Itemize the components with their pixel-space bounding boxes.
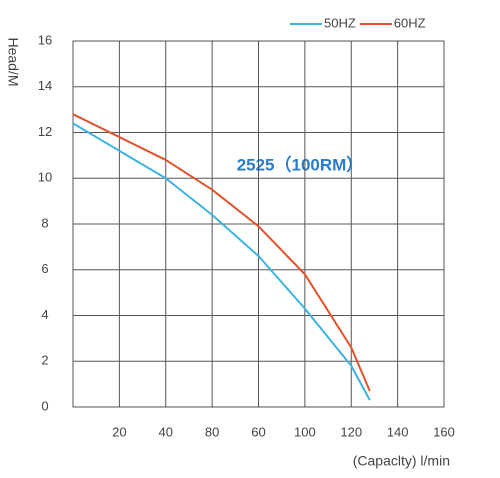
y-tick-label: 2: [41, 353, 48, 368]
x-tick-label: 40: [159, 424, 173, 439]
x-axis-label: (Capaclty) l/min: [353, 453, 450, 469]
y-tick-label: 14: [38, 78, 52, 93]
x-tick-label: 80: [205, 424, 219, 439]
y-tick-label: 16: [38, 32, 52, 47]
series-line: [72, 122, 371, 401]
legend-label: 50HZ: [324, 15, 356, 30]
legend-label: 60HZ: [394, 15, 426, 30]
y-axis-label: Head/M: [5, 37, 21, 86]
x-tick-label: 140: [387, 424, 409, 439]
y-tick-label: 10: [38, 170, 52, 185]
x-tick-label: 100: [294, 424, 316, 439]
x-tick-label: 120: [340, 424, 362, 439]
series-line: [72, 113, 371, 392]
x-tick-label: 160: [433, 424, 455, 439]
y-tick-label: 12: [38, 124, 52, 139]
y-tick-label: 4: [41, 307, 48, 322]
y-tick-label: 0: [41, 398, 48, 413]
y-tick-label: 6: [41, 261, 48, 276]
annotation: 2525（100RM）: [237, 154, 364, 174]
y-tick-label: 8: [41, 215, 48, 230]
x-tick-label: 20: [112, 424, 126, 439]
x-tick-label: 60: [251, 424, 265, 439]
